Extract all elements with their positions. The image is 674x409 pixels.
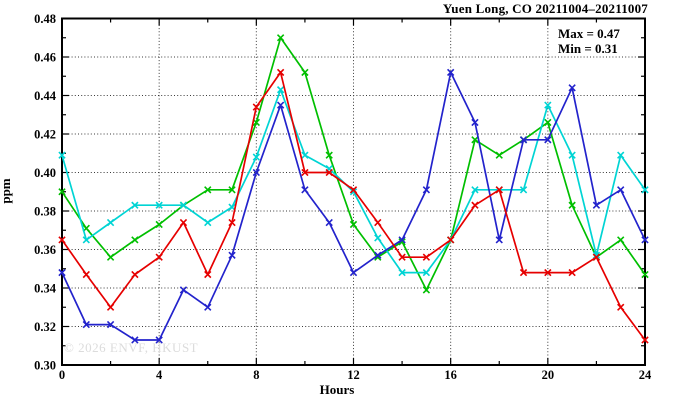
y-axis-label: ppm (0, 178, 13, 204)
max-min-annotation: Max = 0.47 Min = 0.31 (558, 26, 620, 56)
y-tick-label: 0.32 (34, 320, 56, 334)
min-annotation: Min = 0.31 (558, 41, 618, 56)
y-tick-label: 0.42 (34, 127, 56, 141)
x-tick-label: 0 (59, 368, 65, 382)
y-tick-label: 0.46 (34, 50, 56, 64)
y-tick-label: 0.40 (34, 166, 56, 180)
watermark: © 2026 ENVF, HKUST (64, 340, 199, 355)
green-line (61, 36, 646, 291)
y-tick-label: 0.36 (34, 243, 56, 257)
chart-title: Yuen Long, CO 20211004–20211007 (442, 1, 648, 16)
red-line-markers (58, 68, 649, 344)
y-tick-label: 0.30 (34, 358, 56, 372)
x-tick-label: 4 (156, 368, 163, 382)
x-tick-label: 16 (444, 368, 457, 382)
x-axis-label: Hours (319, 382, 355, 397)
max-annotation: Max = 0.47 (558, 26, 620, 41)
y-tick-label: 0.38 (34, 204, 56, 218)
y-tick-label: 0.48 (34, 12, 56, 26)
y-tick-label: 0.34 (34, 281, 57, 295)
blue-line (61, 71, 646, 341)
red-line (61, 71, 646, 341)
x-tick-label: 8 (253, 368, 259, 382)
x-tick-label: 20 (542, 368, 555, 382)
x-tick-label: 12 (347, 368, 360, 382)
y-tick-label: 0.44 (34, 89, 57, 103)
blue-line-markers (58, 68, 649, 344)
x-tick-label: 24 (639, 368, 652, 382)
